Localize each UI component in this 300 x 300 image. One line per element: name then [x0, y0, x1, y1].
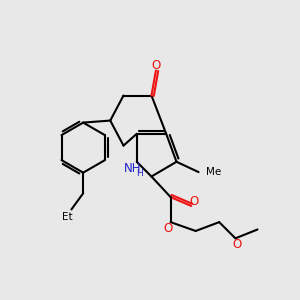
Text: O: O [190, 195, 199, 208]
Text: H: H [136, 169, 143, 178]
Text: O: O [163, 221, 172, 235]
Text: Et: Et [62, 212, 72, 222]
Text: NH: NH [124, 162, 141, 175]
Text: O: O [151, 59, 160, 72]
Text: O: O [232, 238, 242, 251]
Text: Me: Me [206, 167, 221, 177]
